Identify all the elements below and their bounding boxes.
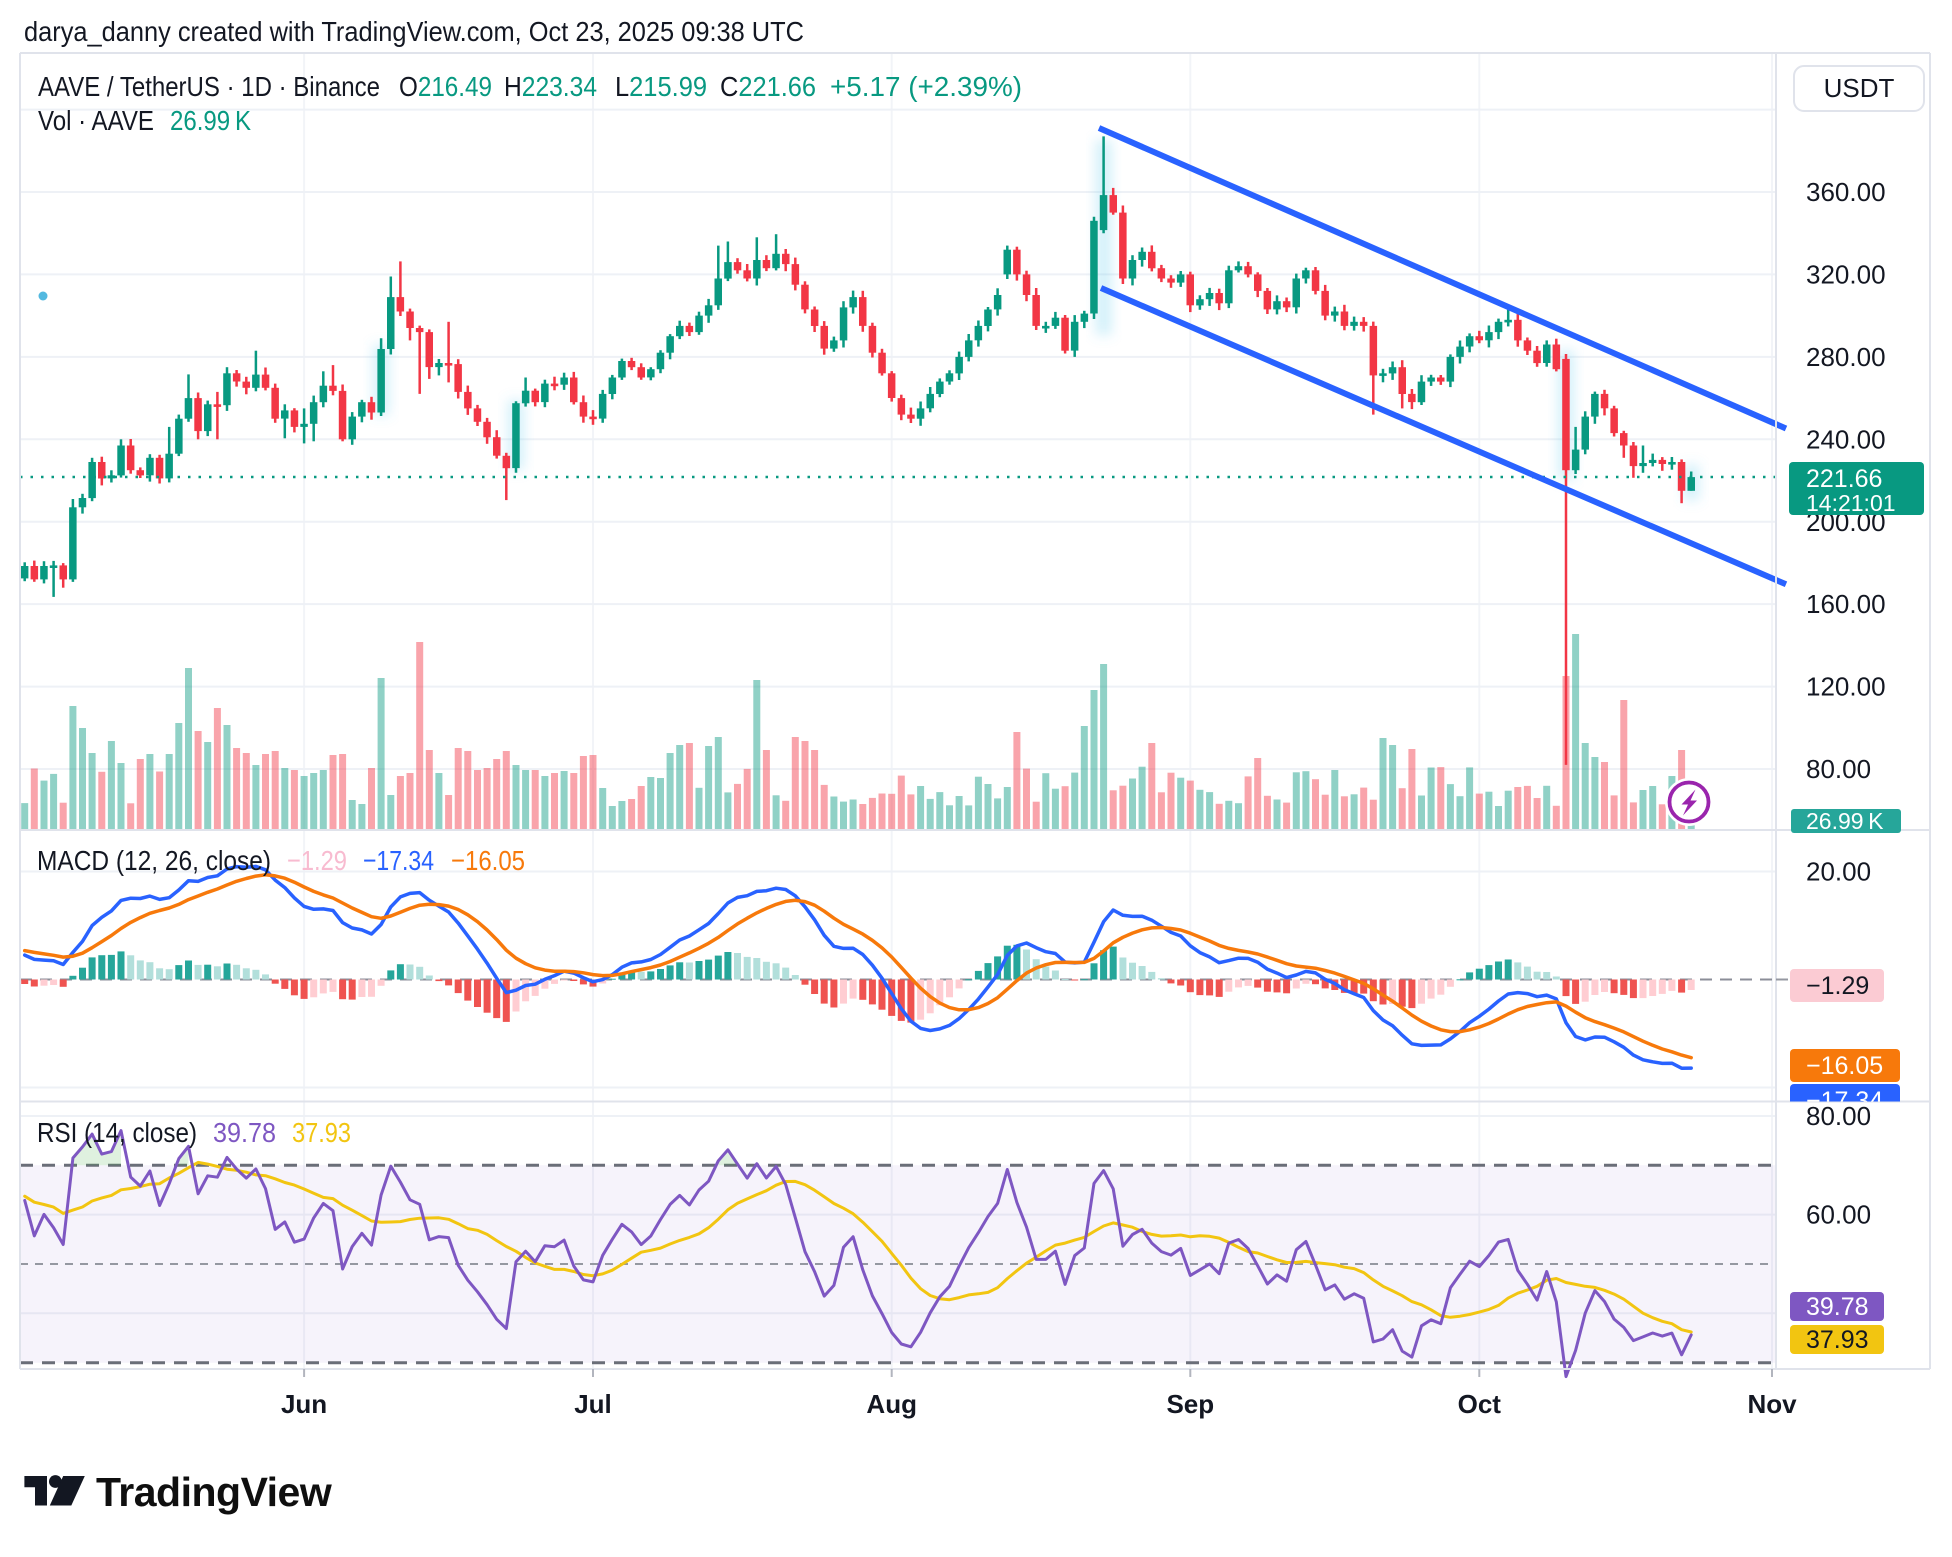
svg-text:39.78: 39.78 <box>1806 1293 1869 1321</box>
svg-text:−1.29: −1.29 <box>287 845 347 876</box>
svg-text:26.99 K: 26.99 K <box>1806 808 1884 834</box>
svg-text:−1.29: −1.29 <box>1806 972 1869 1000</box>
svg-text:TradingView: TradingView <box>96 1469 332 1515</box>
svg-text:280.00: 280.00 <box>1806 342 1886 372</box>
svg-text:221.66: 221.66 <box>1806 465 1882 493</box>
svg-text:39.78: 39.78 <box>213 1117 276 1148</box>
svg-text:H223.34: H223.34 <box>504 71 597 102</box>
svg-text:AAVE / TetherUS · 1D · Binance: AAVE / TetherUS · 1D · Binance <box>38 71 380 102</box>
svg-text:Oct: Oct <box>1458 1389 1502 1419</box>
svg-text:USDT: USDT <box>1824 73 1895 103</box>
svg-text:20.00: 20.00 <box>1806 857 1871 887</box>
svg-text:240.00: 240.00 <box>1806 424 1886 454</box>
svg-text:360.00: 360.00 <box>1806 177 1886 207</box>
svg-text:−17.34: −17.34 <box>1806 1087 1883 1115</box>
svg-text:37.93: 37.93 <box>1806 1326 1869 1354</box>
svg-text:darya_danny created with Tradi: darya_danny created with TradingView.com… <box>24 16 804 47</box>
svg-text:120.00: 120.00 <box>1806 672 1886 702</box>
svg-text:O216.49: O216.49 <box>399 71 492 102</box>
svg-text:−16.05: −16.05 <box>451 845 525 876</box>
svg-text:−17.34: −17.34 <box>363 845 434 876</box>
svg-text:+5.17 (+2.39%): +5.17 (+2.39%) <box>830 71 1022 102</box>
svg-text:MACD (12, 26, close): MACD (12, 26, close) <box>37 845 271 876</box>
svg-text:80.00: 80.00 <box>1806 1101 1871 1131</box>
svg-text:160.00: 160.00 <box>1806 589 1886 619</box>
svg-text:Jun: Jun <box>281 1389 327 1419</box>
svg-text:C221.66: C221.66 <box>720 71 816 102</box>
svg-text:−16.05: −16.05 <box>1806 1052 1883 1080</box>
svg-text:80.00: 80.00 <box>1806 754 1871 784</box>
svg-text:60.00: 60.00 <box>1806 1200 1871 1230</box>
svg-text:Aug: Aug <box>866 1389 917 1419</box>
svg-text:14:21:01: 14:21:01 <box>1806 490 1896 516</box>
svg-text:Jul: Jul <box>574 1389 612 1419</box>
svg-text:320.00: 320.00 <box>1806 260 1886 290</box>
svg-text:Vol · AAVE: Vol · AAVE <box>38 105 154 136</box>
svg-text:Sep: Sep <box>1166 1389 1214 1419</box>
svg-text:26.99 K: 26.99 K <box>170 105 251 136</box>
svg-text:37.93: 37.93 <box>292 1117 351 1148</box>
svg-text:L215.99: L215.99 <box>615 71 707 102</box>
svg-text:RSI (14, close): RSI (14, close) <box>37 1117 197 1148</box>
svg-text:Nov: Nov <box>1747 1389 1797 1419</box>
